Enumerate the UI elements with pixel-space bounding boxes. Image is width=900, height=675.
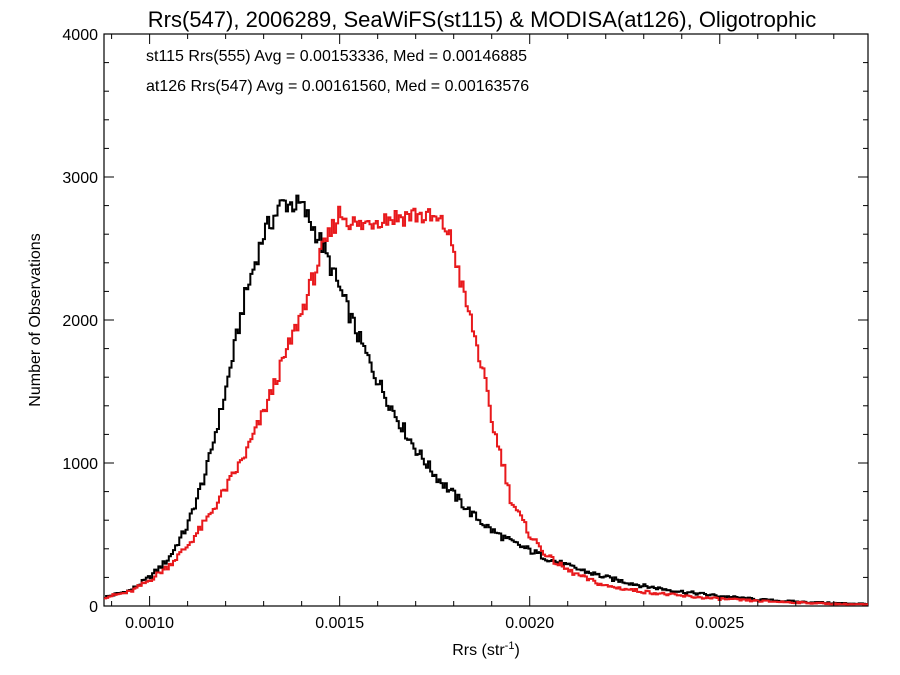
- x-tick-label: 0.0015: [315, 615, 364, 632]
- y-axis-ticks: 0 1000 2000 3000 4000: [62, 27, 868, 616]
- y-tick-label: 1000: [62, 456, 98, 473]
- x-axis-ticks: 0.0010 0.0015 0.0020 0.0025: [111, 34, 835, 632]
- series-layer: [104, 194, 869, 606]
- series-line-at126: [104, 205, 869, 606]
- x-tick-label: 0.0010: [125, 615, 174, 632]
- x-axis-label-main: Rrs (str: [452, 642, 505, 659]
- x-axis-label-superscript: -1: [505, 640, 515, 652]
- annotation-st115: st115 Rrs(555) Avg = 0.00153336, Med = 0…: [146, 48, 527, 65]
- y-tick-label: 2000: [62, 313, 98, 330]
- y-tick-label: 4000: [62, 27, 98, 44]
- x-axis-label: Rrs (str-1): [452, 640, 520, 659]
- annotation-at126: at126 Rrs(547) Avg = 0.00161560, Med = 0…: [146, 78, 529, 95]
- x-tick-label: 0.0025: [695, 615, 744, 632]
- plot-area: 0.0010 0.0015 0.0020 0.0025 0 1000 2000 3000 40…: [62, 27, 869, 632]
- x-tick-label: 0.0020: [505, 615, 554, 632]
- chart-title: Rrs(547), 2006289, SeaWiFS(st115) & MODI…: [148, 7, 816, 32]
- x-axis-label-end: ): [514, 642, 519, 659]
- y-tick-label: 0: [89, 599, 98, 616]
- series-line-st115: [104, 194, 869, 606]
- y-axis-label: Number of Observations: [27, 233, 44, 406]
- plot-frame: [103, 33, 869, 607]
- y-tick-label: 3000: [62, 170, 98, 187]
